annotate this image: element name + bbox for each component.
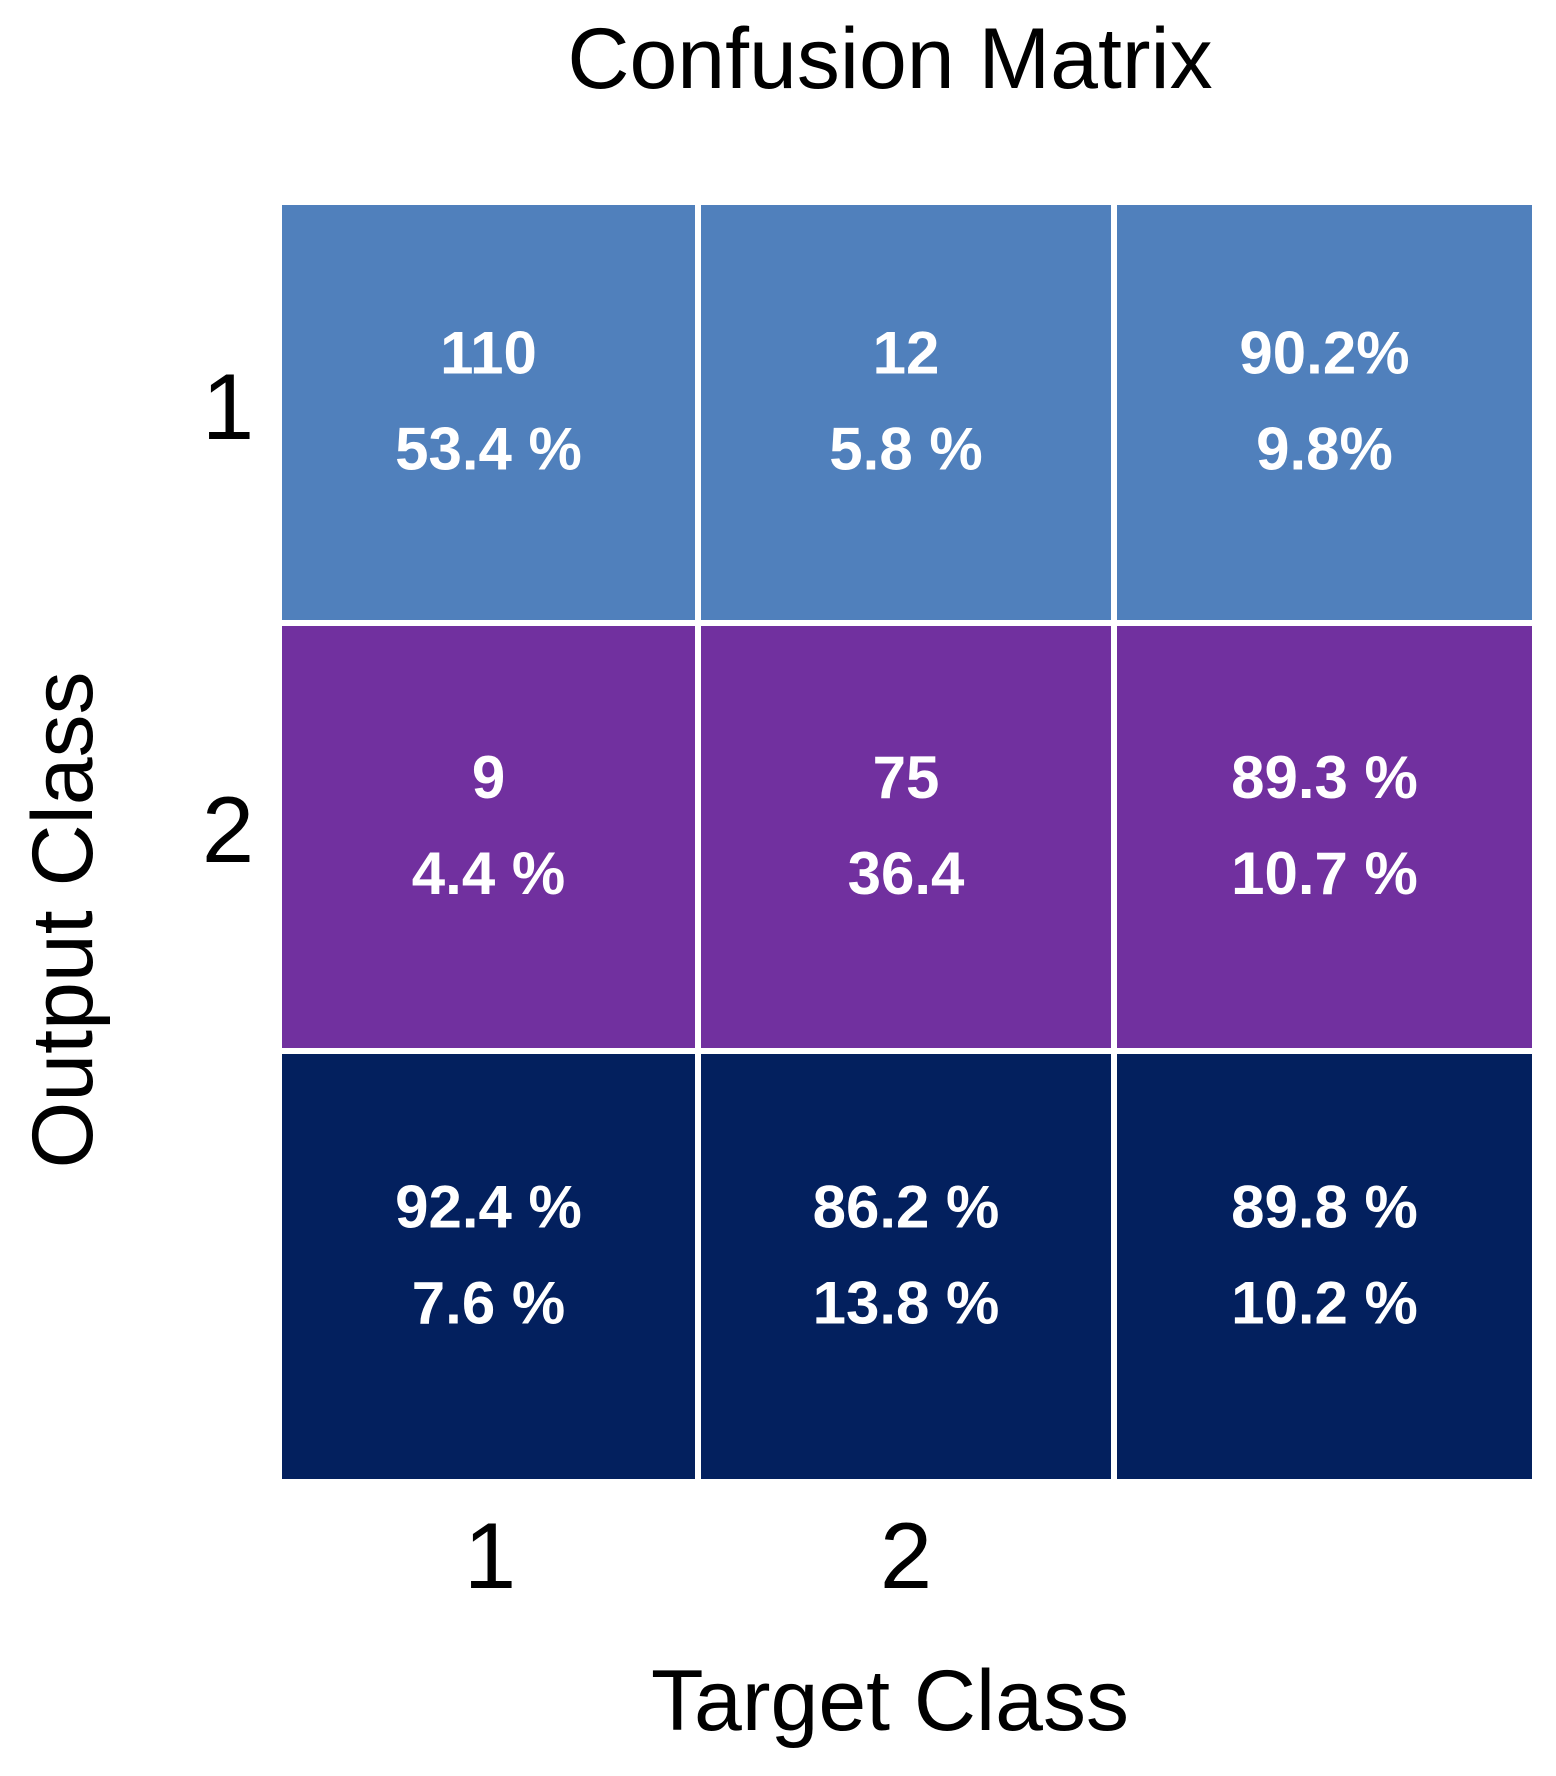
x-axis-label: Target Class [651,1653,1129,1749]
matrix-cell-r1-c3 [1117,205,1532,620]
matrix-cell-r3-c3 [1117,1054,1532,1479]
cell-percent-r2-c1: 4.4 % [412,840,565,907]
matrix-cell-r2-c2 [701,626,1111,1048]
x-tick-label-1: 1 [464,1503,516,1608]
matrix-cell-r1-c1 [282,205,695,620]
matrix-cell-r2-c1 [282,626,695,1048]
cell-percent-r1-c1: 53.4 % [395,415,582,482]
y-axis-label: Output Class [15,671,111,1168]
cell-value-r3-c1: 92.4 % [395,1173,582,1240]
matrix-cell-r3-c1 [282,1054,695,1479]
cell-percent-r2-c3: 10.7 % [1231,840,1418,907]
cell-value-r2-c1: 9 [472,744,505,811]
cell-value-r1-c3: 90.2% [1239,319,1409,386]
y-tick-label-1: 1 [202,354,254,459]
cell-percent-r1-c3: 9.8% [1256,415,1393,482]
matrix-cell-r2-c3 [1117,626,1532,1048]
y-tick-label-2: 2 [202,777,254,882]
cell-percent-r3-c2: 13.8 % [813,1269,1000,1336]
cell-percent-r3-c3: 10.2 % [1231,1269,1418,1336]
cell-value-r1-c2: 12 [873,319,940,386]
cell-value-r2-c2: 75 [873,744,940,811]
cell-value-r3-c2: 86.2 % [813,1173,1000,1240]
matrix-cell-r1-c2 [701,205,1111,620]
cell-percent-r1-c2: 5.8 % [829,415,982,482]
cell-value-r1-c1: 110 [440,319,537,386]
cell-value-r3-c3: 89.8 % [1231,1173,1418,1240]
matrix-cell-r3-c2 [701,1054,1111,1479]
cell-percent-r3-c1: 7.6 % [412,1269,565,1336]
matrix-cells: 110 53.4 % 12 5.8 % 90.2% 9.8% 9 4.4 % 75 36.4 89.… [282,205,1532,1479]
cell-percent-r2-c2: 36.4 [848,840,965,907]
tick-labels: 1 2 1 2 [202,354,932,1608]
chart-title: Confusion Matrix [567,11,1212,107]
x-tick-label-2: 2 [880,1503,932,1608]
cell-value-r2-c3: 89.3 % [1231,744,1418,811]
